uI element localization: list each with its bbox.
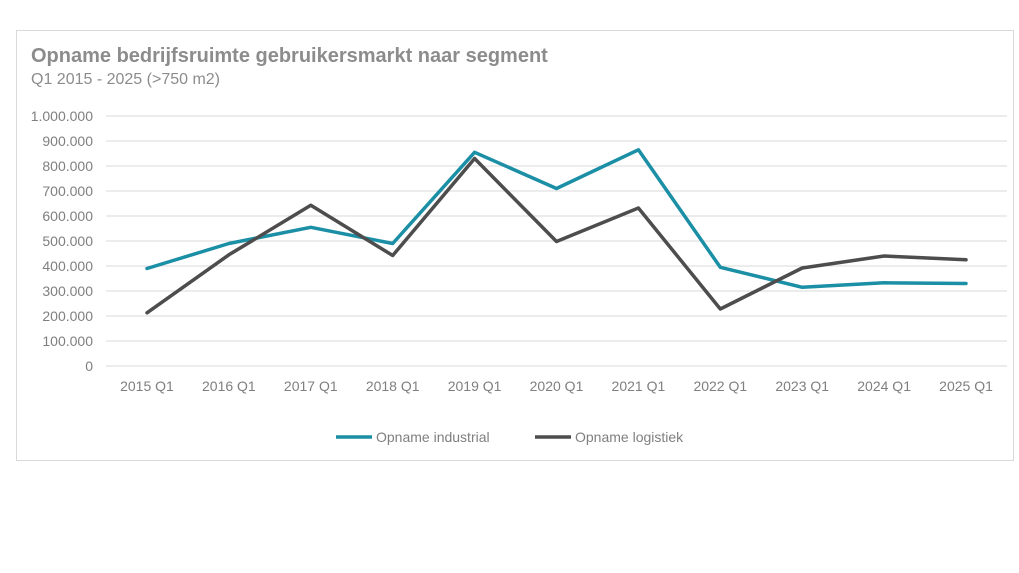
y-tick-label: 500.000 (42, 233, 93, 249)
x-tick-label: 2021 Q1 (612, 378, 666, 394)
x-tick-label: 2025 Q1 (939, 378, 993, 394)
y-tick-label: 800.000 (42, 158, 93, 174)
y-tick-label: 300.000 (42, 283, 93, 299)
series-lines (145, 148, 968, 315)
x-tick-label: 2018 Q1 (366, 378, 420, 394)
y-tick-label: 0 (85, 358, 93, 374)
chart-title: Opname bedrijfsruimte gebruikersmarkt na… (31, 45, 548, 67)
x-axis-ticks: 2015 Q1 2016 Q1 2017 Q1 2018 Q1 2019 Q1 2020 … (120, 378, 993, 394)
x-tick-label: 2023 Q1 (775, 378, 829, 394)
y-tick-label: 600.000 (42, 208, 93, 224)
chart-subtitle: Q1 2015 - 2025 (>750 m2) (31, 71, 221, 88)
x-tick-label: 2022 Q1 (693, 378, 747, 394)
legend-label: Opname logistiek (575, 429, 684, 445)
y-axis-ticks: 0 100.000 200.000 300.000 400.000 500.000 600.… (31, 108, 94, 374)
x-tick-label: 2020 Q1 (530, 378, 584, 394)
x-tick-label: 2017 Q1 (284, 378, 338, 394)
y-tick-label: 700.000 (42, 183, 93, 199)
gridlines (106, 115, 1007, 367)
chart-frame (16, 30, 1014, 461)
x-tick-label: 2016 Q1 (202, 378, 256, 394)
x-tick-label: 2024 Q1 (857, 378, 911, 394)
y-tick-label: 400.000 (42, 258, 93, 274)
y-tick-label: 1.000.000 (31, 108, 93, 124)
x-tick-label: 2019 Q1 (448, 378, 502, 394)
y-tick-label: 100.000 (42, 333, 93, 349)
y-tick-label: 200.000 (42, 308, 93, 324)
legend-label: Opname industrial (376, 429, 490, 445)
legend: Opname industrial Opname logistiek (336, 429, 684, 445)
series-line-2 (145, 156, 968, 315)
x-tick-label: 2015 Q1 (120, 378, 174, 394)
series-line-1 (145, 148, 968, 290)
y-tick-label: 900.000 (42, 133, 93, 149)
